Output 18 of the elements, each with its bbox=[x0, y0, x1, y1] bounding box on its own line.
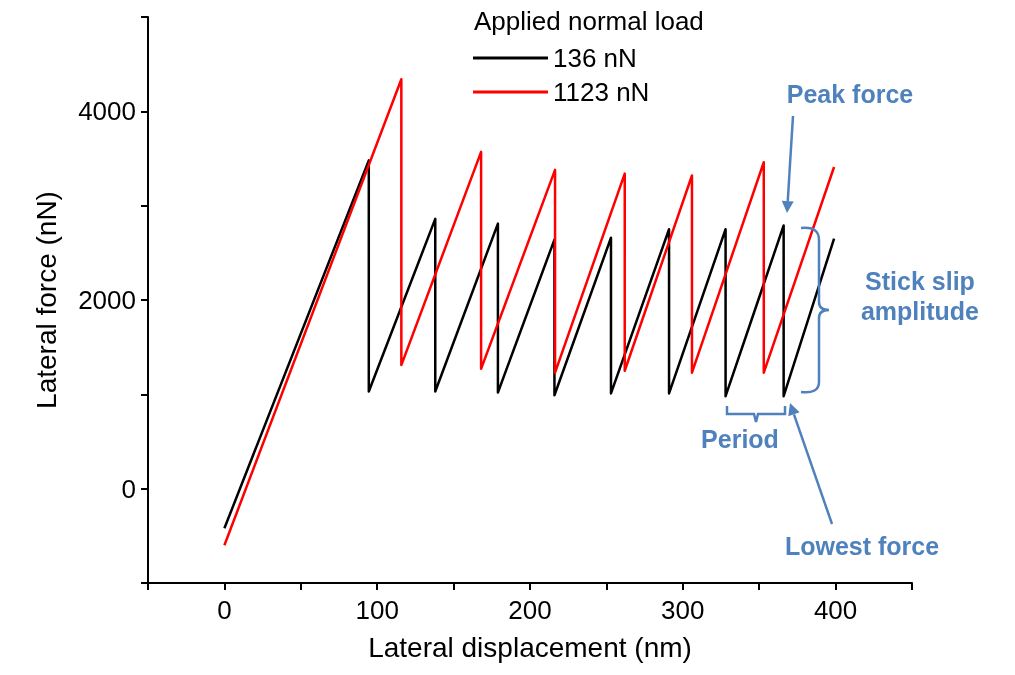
x-tick-label: 300 bbox=[661, 595, 705, 625]
legend-label: 136 nN bbox=[553, 43, 637, 73]
legend-label: 1123 nN bbox=[553, 77, 650, 107]
x-tick-label: 0 bbox=[217, 595, 232, 625]
annotation: Peak force bbox=[786, 80, 914, 108]
y-axis-title: Lateral force (nN) bbox=[30, 191, 62, 409]
x-tick-label: 200 bbox=[508, 595, 552, 625]
x-axis-title: Lateral displacement (nm) bbox=[368, 631, 692, 663]
legend-title: Applied normal load bbox=[474, 6, 704, 36]
y-tick-label: 2000 bbox=[78, 285, 136, 315]
annotation: Period bbox=[701, 425, 779, 453]
x-tick-label: 400 bbox=[813, 595, 858, 625]
line-series bbox=[223, 159, 836, 530]
y-tick-label: 4000 bbox=[78, 96, 136, 127]
y-tick-label: 0 bbox=[121, 473, 136, 504]
annotation: Lowest force bbox=[784, 532, 940, 560]
x-tick-label: 100 bbox=[355, 595, 399, 625]
annotation: Stick slip amplitude bbox=[860, 267, 980, 325]
